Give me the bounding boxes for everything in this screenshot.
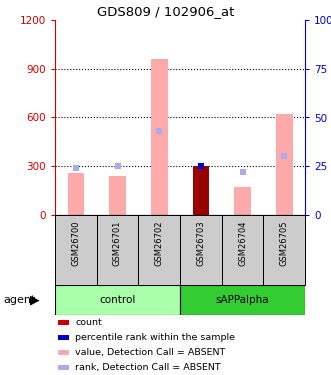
Bar bbox=[55, 215, 97, 285]
Bar bbox=[151, 59, 167, 215]
Bar bbox=[234, 187, 251, 215]
Bar bbox=[193, 166, 209, 215]
Bar bbox=[68, 173, 84, 215]
Bar bbox=[58, 320, 69, 325]
Text: agent: agent bbox=[3, 295, 36, 305]
Text: control: control bbox=[99, 295, 136, 305]
Bar bbox=[263, 215, 305, 285]
Text: GSM26701: GSM26701 bbox=[113, 220, 122, 266]
Text: GSM26705: GSM26705 bbox=[280, 220, 289, 266]
Text: GSM26704: GSM26704 bbox=[238, 220, 247, 266]
Bar bbox=[109, 176, 126, 215]
Text: GSM26700: GSM26700 bbox=[71, 220, 80, 266]
Text: sAPPalpha: sAPPalpha bbox=[216, 295, 269, 305]
Bar bbox=[55, 285, 180, 315]
Text: rank, Detection Call = ABSENT: rank, Detection Call = ABSENT bbox=[75, 363, 221, 372]
Bar bbox=[276, 114, 293, 215]
Text: percentile rank within the sample: percentile rank within the sample bbox=[75, 333, 235, 342]
Text: GDS809 / 102906_at: GDS809 / 102906_at bbox=[97, 5, 234, 18]
Text: value, Detection Call = ABSENT: value, Detection Call = ABSENT bbox=[75, 348, 225, 357]
Bar bbox=[180, 215, 222, 285]
Bar bbox=[58, 350, 69, 355]
Text: ▶: ▶ bbox=[30, 294, 40, 306]
Bar bbox=[138, 215, 180, 285]
Bar bbox=[97, 215, 138, 285]
Text: count: count bbox=[75, 318, 102, 327]
Bar bbox=[222, 215, 263, 285]
Text: GSM26703: GSM26703 bbox=[196, 220, 205, 266]
Bar bbox=[58, 365, 69, 370]
Bar bbox=[58, 335, 69, 340]
Text: GSM26702: GSM26702 bbox=[155, 220, 164, 266]
Bar bbox=[180, 285, 305, 315]
Bar bbox=[193, 166, 209, 215]
